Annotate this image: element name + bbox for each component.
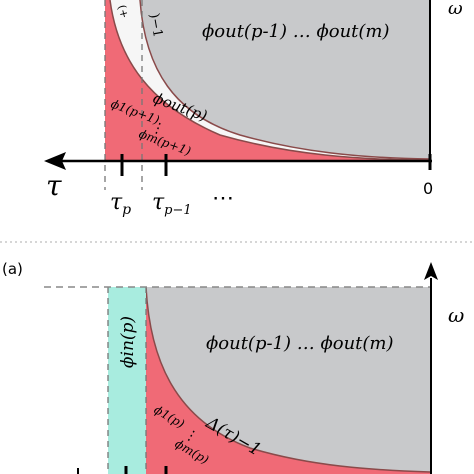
top-tau-axis-label: τ [46,169,62,202]
bottom-curve [145,286,431,473]
top-tau-arrowhead [44,152,66,170]
bottom-omega-arrowhead [424,262,438,280]
top-tick-label-tau-p: τp [110,190,131,218]
bottom-gray-region-label: ϕout(p-1) … ϕout(m) [206,333,394,354]
bottom-cyan-band [108,287,146,474]
bottom-omega-label: ω [448,303,464,327]
top-upper-curve [139,0,431,160]
top-panel: τ τp τp−1 ⋯ 0 ϕout(p-1) … ϕout(m) ϕout(p… [44,0,463,218]
top-gray-region-label: ϕout(p-1) … ϕout(m) [202,21,390,42]
bottom-cyan-label: ϕin(p) [118,316,138,368]
top-tick-label-tau-p1: τp−1 [152,190,192,218]
top-tick-ellipsis: ⋯ [212,186,234,211]
top-omega-corner: ω [448,0,463,19]
top-red-region [105,0,430,162]
top-curve-label-left: (+ [115,3,131,19]
top-lower-curve [109,0,431,161]
bottom-red-dots: ⋮ [181,426,201,447]
bottom-red-region [146,287,430,474]
panel-label: (a) [2,260,23,278]
top-curve-label-top: )−1 [146,12,165,38]
top-origin-label: 0 [423,179,433,198]
bottom-panel: ω ϕout(p-1) … ϕout(m) ϕin(p) ϕ1(p) ⋮ ϕm(… [44,262,464,474]
top-red-dots: ⋮ [149,119,168,139]
